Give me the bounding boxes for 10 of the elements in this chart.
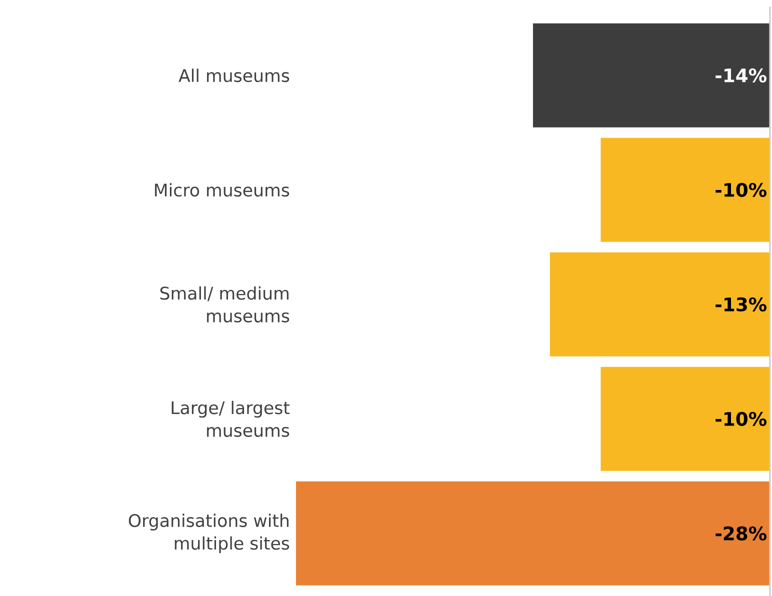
data-label: -10%	[716, 182, 766, 197]
data-label: -28%	[716, 526, 766, 540]
y-tick-label: Micro museums	[155, 183, 290, 197]
y-tick-label: Organisations with multiple sites	[128, 514, 290, 554]
y-tick-label: Small/ medium museums	[160, 286, 290, 322]
data-label: -13%	[716, 297, 766, 312]
y-tick-label: Large/ largest museums	[172, 400, 290, 437]
data-label: -10%	[716, 412, 766, 426]
data-label: -14%	[716, 68, 766, 82]
y-tick-label: All museums	[178, 68, 290, 82]
